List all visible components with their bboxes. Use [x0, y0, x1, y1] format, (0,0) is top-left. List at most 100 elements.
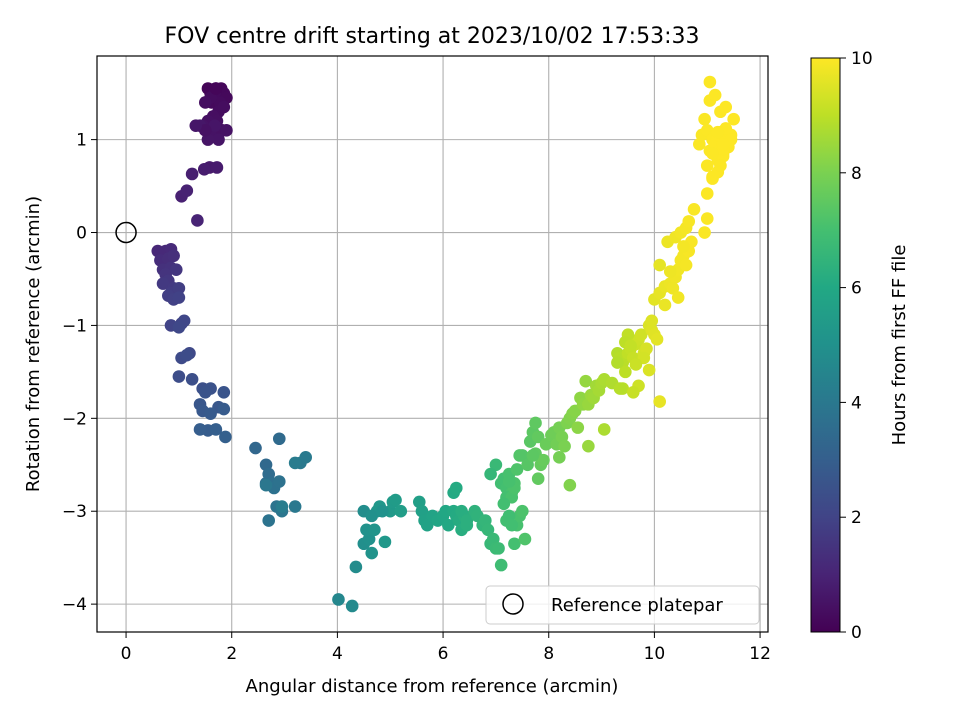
- scatter-point: [531, 472, 545, 486]
- scatter-point: [719, 100, 733, 114]
- scatter-point: [208, 119, 222, 132]
- scatter-point: [706, 147, 719, 160]
- scatter-point: [698, 112, 711, 126]
- scatter-point: [169, 263, 183, 276]
- x-axis-label: Angular distance from reference (arcmin): [246, 676, 619, 697]
- legend-entry-reference-platepar: Reference platepar: [551, 595, 723, 616]
- scatter-point: [626, 386, 640, 399]
- scatter-point: [299, 451, 312, 464]
- scatter-point: [394, 504, 408, 518]
- scatter-point: [212, 133, 225, 146]
- scatter-point: [389, 493, 402, 507]
- scatter-point: [529, 416, 542, 430]
- scatter-point: [537, 453, 550, 467]
- scatter-point: [156, 277, 170, 290]
- scatter-point: [714, 159, 727, 172]
- scatter-point: [189, 119, 203, 132]
- scatter-point: [711, 125, 725, 139]
- y-axis-ticks: −4 −3 −2 −1 0 1: [62, 131, 97, 615]
- scatter-point: [420, 518, 434, 532]
- scatter-point: [275, 500, 289, 513]
- colorbar-ticks: 0 2 4 6 8 10: [840, 49, 873, 643]
- scatter-point: [481, 523, 495, 537]
- scatter-point: [539, 438, 553, 451]
- scatter-point: [687, 202, 701, 216]
- colorbar-tick-label: 0: [851, 623, 862, 643]
- colorbar-tick-label: 10: [851, 49, 873, 69]
- scatter-point: [700, 212, 714, 225]
- y-tick-label: 0: [76, 224, 87, 244]
- scatter-point: [217, 386, 231, 399]
- scatter-point: [197, 163, 211, 176]
- scatter-point: [505, 518, 519, 532]
- y-axis-label: Rotation from reference (arcmin): [23, 196, 44, 492]
- scatter-point: [193, 423, 207, 436]
- scatter-point: [442, 518, 455, 532]
- scatter-point: [217, 100, 231, 114]
- scatter-point: [700, 159, 714, 172]
- scatter-point: [272, 475, 286, 488]
- colorbar-tick-label: 6: [851, 279, 862, 299]
- data-points: [151, 75, 740, 613]
- scatter-point: [191, 214, 204, 227]
- scatter-point: [365, 546, 379, 560]
- scatter-point: [510, 463, 524, 476]
- y-tick-label: 1: [76, 131, 87, 151]
- scatter-point: [634, 328, 648, 342]
- plot-frame: [96, 55, 769, 633]
- scatter-point: [663, 265, 677, 278]
- scatter-point: [526, 449, 540, 462]
- scatter-point: [497, 497, 511, 511]
- scatter-point: [185, 373, 199, 386]
- scatter-point: [579, 374, 593, 388]
- colorbar: [810, 57, 841, 633]
- scatter-point: [199, 96, 212, 109]
- scatter-point: [449, 481, 463, 495]
- scatter-point: [682, 215, 696, 228]
- legend-marker-icon: [502, 593, 524, 615]
- scatter-point: [376, 504, 389, 518]
- scatter-point: [288, 456, 302, 470]
- scatter-point: [653, 395, 666, 408]
- x-tick-label: 2: [226, 644, 237, 664]
- scatter-point: [666, 281, 680, 295]
- scatter-point: [217, 402, 231, 416]
- scatter-point: [563, 478, 577, 492]
- scatter-point: [613, 382, 627, 395]
- chart-title: FOV centre drift starting at 2023/10/02 …: [165, 24, 700, 49]
- x-tick-label: 4: [332, 644, 343, 664]
- scatter-point: [629, 358, 643, 371]
- x-tick-label: 6: [438, 644, 449, 664]
- legend: Reference platepar: [485, 585, 760, 625]
- scatter-point: [484, 467, 497, 481]
- x-tick-label: 0: [121, 644, 132, 664]
- scatter-point: [210, 161, 224, 174]
- scatter-point: [703, 75, 717, 89]
- scatter-point: [172, 291, 186, 304]
- scatter-point: [671, 291, 685, 304]
- scatter-point: [516, 504, 529, 518]
- reference-platepar-marker: [115, 221, 137, 244]
- x-tick-label: 12: [749, 644, 771, 664]
- scatter-point: [624, 339, 637, 353]
- scatter-point: [368, 523, 381, 537]
- scatter-point: [677, 240, 690, 253]
- scatter-point: [571, 421, 585, 434]
- scatter-point: [700, 124, 714, 137]
- scatter-point: [611, 356, 624, 369]
- scatter-point: [619, 365, 632, 379]
- scatter-point: [492, 542, 505, 555]
- grid-lines: [97, 56, 768, 632]
- scatter-point: [288, 500, 302, 513]
- scatter-point: [642, 363, 656, 377]
- scatter-point: [597, 423, 611, 436]
- scatter-point: [508, 537, 521, 551]
- colorbar-label: Hours from first FF file: [889, 245, 910, 446]
- x-axis-ticks: 0 2 4 6 8 10 12: [121, 632, 771, 664]
- scatter-point: [180, 184, 194, 198]
- scatter-point: [185, 167, 199, 181]
- y-tick-label: −4: [62, 595, 87, 615]
- scatter-point: [582, 439, 595, 453]
- scatter-point: [345, 599, 359, 613]
